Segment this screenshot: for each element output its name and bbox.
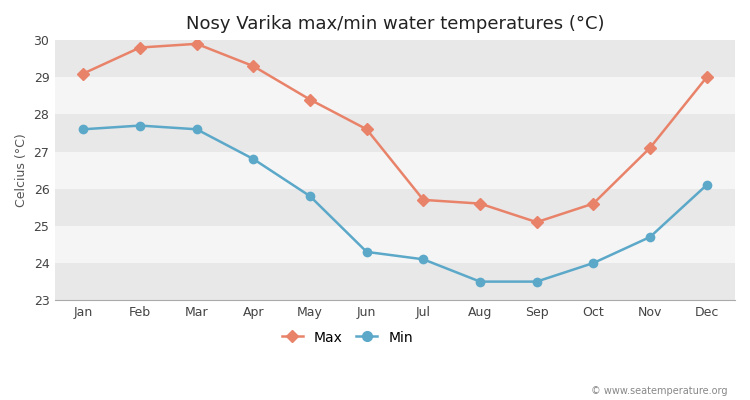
Bar — [55, 189, 735, 226]
Bar — [55, 152, 735, 189]
Max — [305, 97, 314, 102]
Min — [192, 127, 201, 132]
Min — [646, 235, 655, 240]
Max — [646, 146, 655, 150]
Max — [362, 127, 371, 132]
Max — [532, 220, 542, 224]
Max — [79, 71, 88, 76]
Bar — [55, 226, 735, 263]
Y-axis label: Celcius (°C): Celcius (°C) — [15, 133, 28, 207]
Max — [476, 201, 484, 206]
Max — [136, 45, 145, 50]
Line: Max: Max — [80, 40, 711, 226]
Min — [419, 257, 428, 262]
Max — [419, 198, 428, 202]
Bar — [55, 263, 735, 300]
Min — [589, 261, 598, 266]
Bar — [55, 77, 735, 114]
Max — [702, 75, 711, 80]
Max — [192, 42, 201, 46]
Min — [249, 157, 258, 162]
Min — [79, 127, 88, 132]
Min — [136, 123, 145, 128]
Text: © www.seatemperature.org: © www.seatemperature.org — [591, 386, 728, 396]
Min — [362, 250, 371, 254]
Min — [476, 279, 484, 284]
Min — [532, 279, 542, 284]
Title: Nosy Varika max/min water temperatures (°C): Nosy Varika max/min water temperatures (… — [186, 15, 604, 33]
Min — [305, 194, 314, 198]
Bar — [55, 114, 735, 152]
Max — [249, 64, 258, 68]
Line: Min: Min — [79, 121, 712, 286]
Max — [589, 201, 598, 206]
Bar — [55, 40, 735, 77]
Min — [702, 183, 711, 188]
Legend: Max, Min: Max, Min — [276, 325, 419, 350]
